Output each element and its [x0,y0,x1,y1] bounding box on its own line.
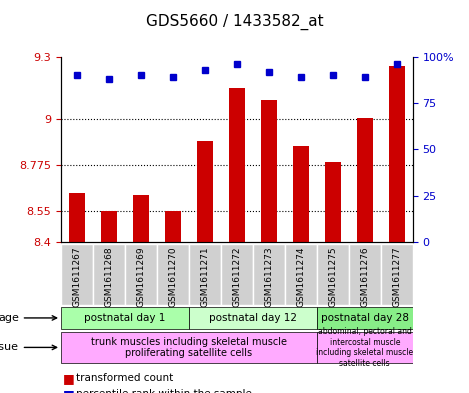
Bar [293,147,309,242]
Text: percentile rank within the sample: percentile rank within the sample [76,389,252,393]
Text: GDS5660 / 1433582_at: GDS5660 / 1433582_at [146,14,323,30]
Text: GSM1611268: GSM1611268 [105,247,113,307]
FancyBboxPatch shape [317,332,413,363]
FancyBboxPatch shape [317,244,349,305]
FancyBboxPatch shape [221,244,253,305]
Text: GSM1611270: GSM1611270 [168,247,177,307]
Text: GSM1611274: GSM1611274 [296,247,305,307]
FancyBboxPatch shape [61,307,189,329]
Text: GSM1611273: GSM1611273 [265,247,273,307]
Bar [325,162,341,242]
Bar [229,88,245,242]
Bar [133,195,149,242]
FancyBboxPatch shape [157,244,189,305]
Text: GSM1611271: GSM1611271 [200,247,209,307]
Text: ■: ■ [63,387,75,393]
FancyBboxPatch shape [61,244,93,305]
Text: GSM1611267: GSM1611267 [72,247,82,307]
FancyBboxPatch shape [93,244,125,305]
Text: postnatal day 12: postnatal day 12 [209,313,297,323]
Text: age: age [0,313,57,323]
Bar [101,211,117,242]
Text: GSM1611275: GSM1611275 [328,247,337,307]
Text: GSM1611277: GSM1611277 [392,247,401,307]
Text: abdominal, pectoral and
intercostal muscle
including skeletal muscle
satellite c: abdominal, pectoral and intercostal musc… [316,327,413,367]
FancyBboxPatch shape [189,244,221,305]
Text: GSM1611272: GSM1611272 [232,247,242,307]
Text: postnatal day 28: postnatal day 28 [321,313,409,323]
FancyBboxPatch shape [317,307,413,329]
FancyBboxPatch shape [125,244,157,305]
Text: ■: ■ [63,372,75,385]
Text: GSM1611276: GSM1611276 [360,247,369,307]
Bar [261,100,277,242]
Text: tissue: tissue [0,342,57,353]
Bar [197,141,213,242]
Bar [357,118,373,242]
FancyBboxPatch shape [253,244,285,305]
Text: GSM1611269: GSM1611269 [136,247,145,307]
Text: trunk muscles including skeletal muscle
proliferating satellite cells: trunk muscles including skeletal muscle … [91,337,287,358]
FancyBboxPatch shape [189,307,317,329]
FancyBboxPatch shape [285,244,317,305]
Bar [165,211,181,242]
Bar [69,193,85,242]
FancyBboxPatch shape [349,244,381,305]
FancyBboxPatch shape [61,332,317,363]
Text: postnatal day 1: postnatal day 1 [84,313,166,323]
FancyBboxPatch shape [381,244,413,305]
Bar [389,66,405,242]
Text: transformed count: transformed count [76,373,173,384]
